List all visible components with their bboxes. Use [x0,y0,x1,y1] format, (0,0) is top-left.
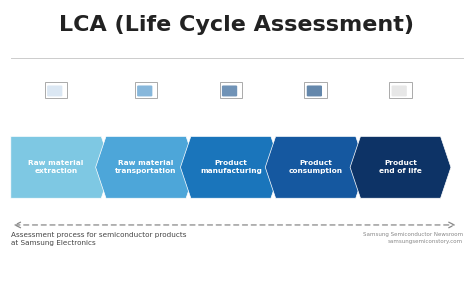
Text: Product
manufacturing: Product manufacturing [200,160,262,174]
Text: Raw material
transportation: Raw material transportation [115,160,177,174]
Polygon shape [265,136,366,198]
Polygon shape [350,136,451,198]
Text: Product
end of life: Product end of life [379,160,422,174]
Text: LCA (Life Cycle Assessment): LCA (Life Cycle Assessment) [60,15,414,36]
FancyBboxPatch shape [137,85,152,97]
FancyBboxPatch shape [47,85,63,97]
Text: Raw material
extraction: Raw material extraction [28,160,84,174]
Text: Product
consumption: Product consumption [289,160,343,174]
FancyBboxPatch shape [392,85,407,97]
Polygon shape [181,136,281,198]
Text: Samsung Semiconductor Newsroom
samsungsemiconstory.com: Samsung Semiconductor Newsroom samsungse… [363,232,463,244]
FancyBboxPatch shape [307,85,322,97]
Polygon shape [96,136,197,198]
Text: Assessment process for semiconductor products
at Samsung Electronics: Assessment process for semiconductor pro… [11,232,186,247]
Polygon shape [11,136,112,198]
FancyBboxPatch shape [222,85,237,97]
